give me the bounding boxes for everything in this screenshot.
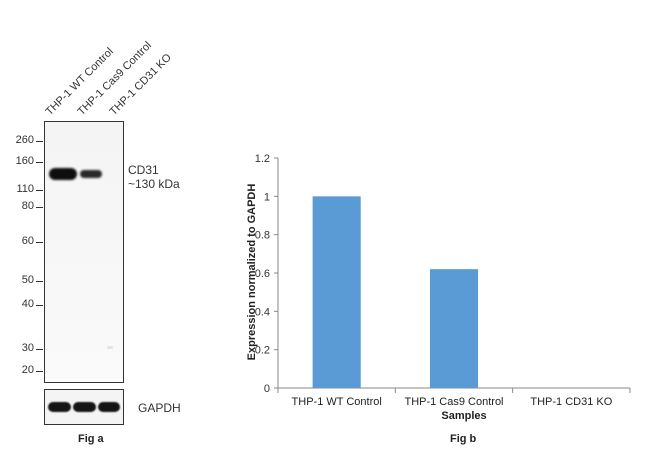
mw-tick-30 [36, 349, 43, 350]
mw-tick-110 [36, 190, 43, 191]
mw-40: 40 [21, 298, 34, 310]
y-axis-label: Expression normalized to GAPDH [246, 184, 258, 361]
x-tick-label: THP-1 Cas9 Control [404, 396, 503, 408]
y-tick-label: 0.8 [255, 230, 270, 242]
mw-50: 50 [21, 274, 34, 286]
mw-20: 20 [21, 364, 34, 376]
gapdh-blot-frame [44, 389, 124, 425]
cd31-band-cas9 [80, 170, 102, 178]
mw-tick-50 [36, 281, 43, 282]
gapdh-label: GAPDH [138, 401, 181, 415]
cd31-band-ko-faint [107, 346, 113, 349]
fig-a-caption: Fig a [78, 433, 104, 445]
band-label-cd31: CD31 [128, 163, 159, 177]
mw-80: 80 [21, 200, 34, 212]
y-axis: 0 0.2 0.4 0.6 0.8 1 1.2 [255, 153, 279, 395]
y-tick-label: 1 [264, 191, 270, 203]
bar-2 [429, 269, 479, 388]
bars [312, 196, 479, 388]
gapdh-band-wt [48, 402, 71, 412]
y-tick-label: 1.2 [255, 153, 270, 165]
mw-30: 30 [21, 342, 34, 354]
y-tick-label: 0 [264, 383, 270, 395]
mw-tick-160 [36, 162, 43, 163]
x-tick-label: THP-1 WT Control [292, 396, 382, 408]
band-size-label: ~130 kDa [128, 177, 180, 191]
gapdh-band-ko [98, 402, 120, 412]
blot-main-frame [44, 121, 124, 383]
y-tick-label: 0.2 [255, 345, 270, 357]
cd31-band-wt [49, 168, 77, 180]
gapdh-band-cas9 [73, 402, 96, 412]
mw-tick-80 [36, 207, 43, 208]
y-tick-label: 0.6 [255, 268, 270, 280]
mw-tick-260 [36, 141, 43, 142]
fig-b-caption: Fig b [450, 433, 477, 445]
bar-1 [312, 196, 361, 388]
mw-160: 160 [15, 155, 34, 167]
mw-tick-20 [36, 371, 43, 372]
mw-110: 110 [16, 183, 34, 195]
y-tick-label: 0.4 [255, 306, 270, 318]
lane-label-ko: THP-1 CD31 KO [107, 51, 174, 118]
mw-tick-60 [36, 242, 43, 243]
mw-60: 60 [21, 235, 34, 247]
x-axis-label: Samples [441, 410, 486, 422]
x-axis: THP-1 WT Control THP-1 Cas9 Control THP-1 … [277, 387, 631, 408]
bar-chart: 00.20.40.60.811.2 THP-1 WT Control THP-1 … [246, 153, 631, 422]
mw-260: 260 [15, 134, 34, 146]
mw-tick-40 [36, 305, 43, 306]
x-tick-label: THP-1 CD31 KO [530, 396, 612, 408]
